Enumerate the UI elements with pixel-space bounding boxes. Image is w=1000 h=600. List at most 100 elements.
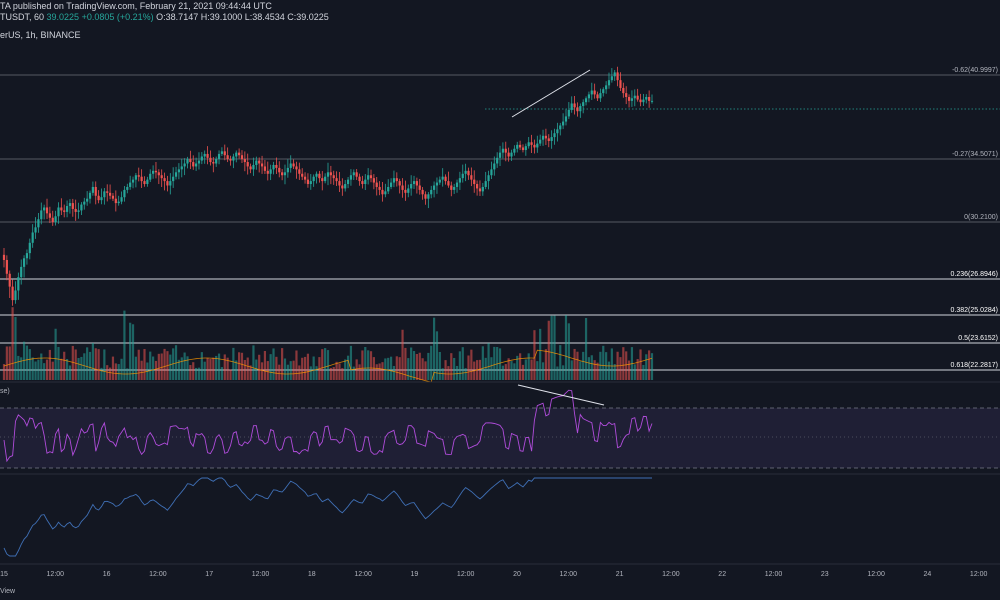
volume-bar: [266, 361, 269, 380]
volume-bar: [401, 329, 404, 380]
volume-bar: [269, 354, 272, 380]
candle-body: [407, 188, 410, 193]
candle-body: [547, 138, 550, 141]
candle-body: [94, 186, 97, 196]
volume-bar: [235, 360, 238, 380]
volume-bar: [217, 353, 221, 380]
candle-body: [504, 148, 507, 153]
volume-bar: [593, 360, 596, 380]
volume-bar: [5, 346, 8, 380]
candle-body: [610, 76, 613, 81]
volume-ma-line: [3, 349, 653, 383]
candle-body: [8, 273, 11, 287]
candle-body: [206, 153, 209, 158]
candle-body: [593, 90, 596, 95]
candle-body: [438, 179, 441, 183]
candle-body: [120, 197, 123, 202]
candle-body: [172, 176, 175, 182]
volume-bar: [77, 358, 80, 380]
candle-body: [401, 185, 404, 190]
volume-bar: [584, 317, 588, 380]
volume-bar: [43, 363, 46, 380]
candle-body: [37, 219, 40, 228]
candle-body: [387, 186, 390, 192]
candle-body: [40, 210, 43, 220]
volume-bar: [260, 362, 264, 380]
volume-bar: [435, 331, 439, 380]
candle-body: [349, 175, 353, 180]
candle-body: [106, 191, 109, 193]
volume-bar: [131, 324, 135, 380]
volume-bar: [338, 363, 341, 380]
volume-bar: [550, 315, 553, 380]
volume-bar: [639, 349, 642, 380]
volume-bar: [206, 357, 209, 380]
candle-body: [501, 148, 505, 153]
volume-bar: [556, 366, 559, 380]
volume-bar: [521, 364, 525, 380]
candle-body: [223, 151, 226, 156]
volume-bar: [450, 353, 453, 380]
volume-bar: [215, 355, 218, 380]
indicator-pane: [0, 381, 1000, 565]
candle-body: [108, 192, 112, 196]
candle-body: [378, 186, 381, 190]
candle-body: [54, 216, 57, 223]
volume-bar: [533, 330, 536, 380]
volume-bar: [263, 351, 267, 380]
volume-bar: [484, 357, 487, 380]
candle-body: [2, 254, 6, 260]
candle-body: [266, 170, 269, 174]
candle-body: [427, 194, 430, 199]
candle-body: [137, 175, 140, 177]
candle-body: [507, 152, 510, 157]
time-tick-label: 22: [718, 571, 726, 578]
volume-bar: [355, 359, 358, 380]
volume-bar: [212, 357, 215, 380]
volume-bar: [68, 365, 72, 380]
price-change: +0.0805 (+0.21%): [81, 12, 154, 22]
candle-body: [186, 159, 189, 164]
time-tick-label: 20: [513, 571, 521, 578]
candle-body: [226, 155, 229, 160]
candle-body: [530, 142, 533, 145]
volume-bar: [63, 351, 66, 380]
candle-body: [602, 89, 605, 94]
volume-bar: [464, 368, 467, 380]
volume-bar: [427, 352, 430, 380]
candle-body: [249, 166, 252, 170]
volume-bar: [613, 364, 616, 380]
candle-body: [195, 163, 198, 167]
candle-body: [639, 99, 642, 103]
candle-body: [154, 170, 158, 173]
candle-body: [493, 163, 496, 170]
candle-body: [126, 186, 129, 190]
candle-body: [151, 170, 155, 174]
candle-body: [550, 137, 553, 141]
volume-bar: [461, 347, 464, 380]
volume-bar: [8, 346, 11, 380]
volume-bar: [100, 367, 103, 380]
candle-body: [169, 181, 172, 186]
candle-body: [381, 189, 384, 195]
volume-bar: [103, 349, 106, 380]
candle-body: [315, 173, 318, 177]
candle-body: [68, 203, 72, 207]
volume-bar: [240, 352, 244, 380]
candle-body: [65, 206, 69, 212]
volume-bar: [430, 345, 433, 380]
candle-body: [332, 175, 335, 179]
volume-bar: [25, 345, 29, 380]
candle-body: [134, 175, 137, 180]
candle-body: [275, 164, 278, 168]
volume-bar: [34, 361, 37, 380]
candle-body: [358, 176, 361, 182]
candle-body: [209, 157, 212, 163]
candle-body: [272, 164, 275, 170]
volume-bar: [137, 349, 140, 380]
volume-bar: [120, 358, 123, 380]
volume-bar: [74, 349, 77, 380]
volume-bar: [286, 364, 289, 380]
volume-bar: [441, 368, 444, 380]
